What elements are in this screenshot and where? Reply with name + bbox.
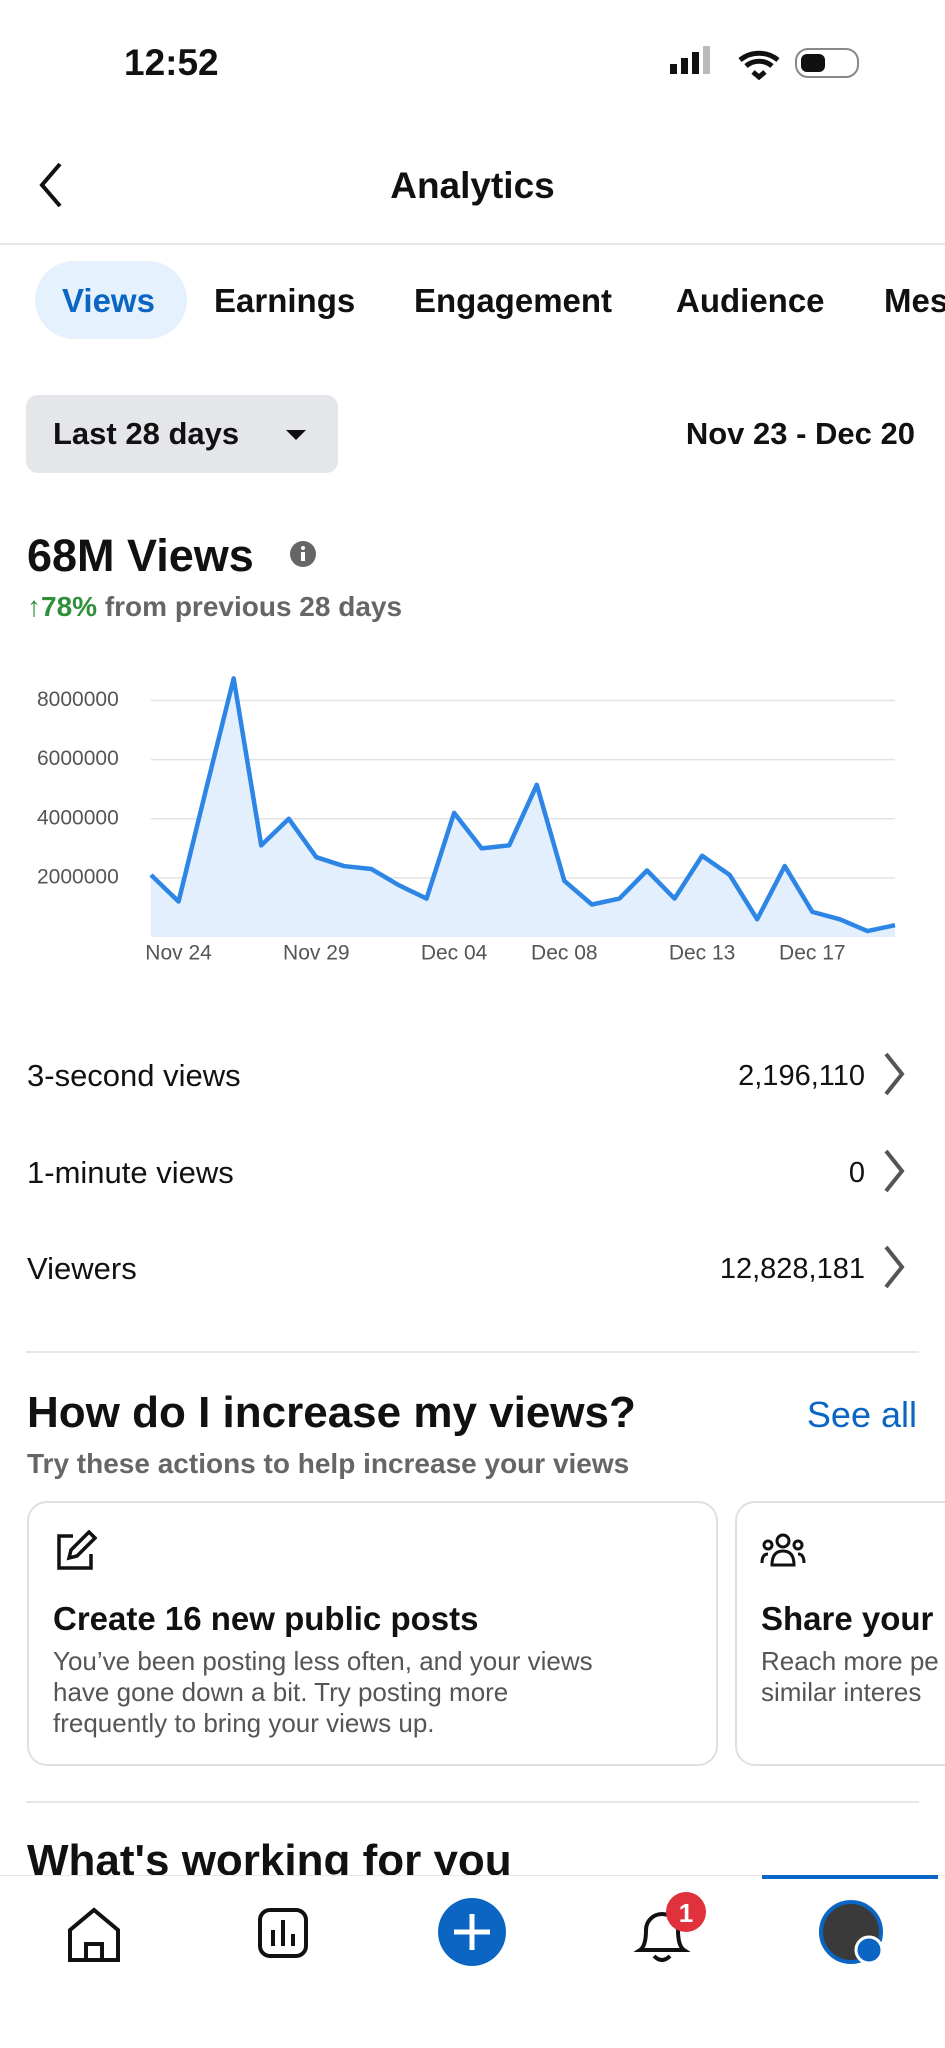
x-tick-label: Dec 13 xyxy=(669,942,736,965)
filter-button[interactable] xyxy=(26,395,338,473)
section-title: How do I increase my views? xyxy=(27,1388,636,1437)
nav-icons xyxy=(68,1892,884,1966)
tip-card[interactable] xyxy=(735,1501,945,1766)
card-text: Reach more pe xyxy=(761,1646,939,1676)
tip-card[interactable] xyxy=(27,1501,718,1766)
info-icon[interactable] xyxy=(289,540,317,568)
metric-label[interactable]: 3-second views xyxy=(27,1058,241,1093)
metric-label[interactable]: Viewers xyxy=(27,1251,137,1286)
area xyxy=(151,678,895,937)
line xyxy=(149,676,896,934)
metric-value: 0 xyxy=(848,1157,865,1189)
card-text: frequently to bring your views up. xyxy=(53,1708,435,1738)
x-tick-label: Dec 08 xyxy=(531,942,598,965)
edit-icon xyxy=(57,1530,97,1570)
back-button[interactable] xyxy=(36,160,66,210)
x-tick-label: Dec 04 xyxy=(421,942,488,965)
nav-analytics[interactable] xyxy=(258,1908,308,1958)
tab[interactable]: Engagement xyxy=(414,282,613,319)
tab[interactable]: Views xyxy=(62,282,155,319)
views-chart: 2000000 4000000 6000000 8000000 Nov 24 Nov 29… xyxy=(37,676,896,965)
change: ↑78% xyxy=(27,591,98,622)
x-tick-label: Nov 29 xyxy=(283,942,350,965)
y-tick-label: 4000000 xyxy=(37,806,119,829)
metric-value: 2,196,110 xyxy=(738,1060,865,1092)
x-tick-label: Nov 24 xyxy=(145,942,212,965)
card-text: similar interes xyxy=(761,1677,922,1707)
change-line: ↑78% from previous 28 days xyxy=(27,591,402,623)
status-icons xyxy=(670,46,859,81)
y-tick-label: 8000000 xyxy=(37,688,119,711)
scroll-indicator xyxy=(762,1875,938,1879)
metric-label[interactable]: 1-minute views xyxy=(27,1155,234,1190)
tab[interactable]: Earnings xyxy=(214,282,356,319)
headline: 68M Views xyxy=(27,530,254,581)
y-tick-label: 6000000 xyxy=(37,747,119,770)
tab-active-bg xyxy=(35,261,187,339)
dropdown-icon xyxy=(286,430,306,440)
people-icon xyxy=(760,1533,806,1567)
nav-home[interactable] xyxy=(68,1907,120,1962)
y-tick-label: 2000000 xyxy=(37,865,119,888)
card-text: have gone down a bit. Try posting more xyxy=(53,1677,509,1707)
section-subtitle: Try these actions to help increase your … xyxy=(27,1448,630,1479)
chevrons xyxy=(884,1052,905,1289)
change-note: from previous 28 days xyxy=(104,591,403,622)
tab[interactable]: Mes xyxy=(884,282,945,319)
x-tick-label: Dec 17 xyxy=(779,942,846,965)
card-title: Create 16 new public posts xyxy=(53,1600,479,1637)
card-text: You’ve been posting less often, and your… xyxy=(53,1646,593,1676)
metric-value: 12,828,181 xyxy=(719,1253,865,1285)
filter-label: Last 28 days xyxy=(53,416,240,451)
nav-notifications[interactable] xyxy=(633,1912,691,1962)
see-all-link[interactable]: See all xyxy=(806,1394,917,1435)
card-title: Share your xyxy=(761,1600,934,1637)
page-title: Analytics xyxy=(390,165,555,206)
tab[interactable]: Audience xyxy=(676,282,825,319)
date-range: Nov 23 - Dec 20 xyxy=(685,416,915,451)
status-time: 12:52 xyxy=(124,42,219,83)
notification-badge: 1 xyxy=(678,1898,694,1928)
